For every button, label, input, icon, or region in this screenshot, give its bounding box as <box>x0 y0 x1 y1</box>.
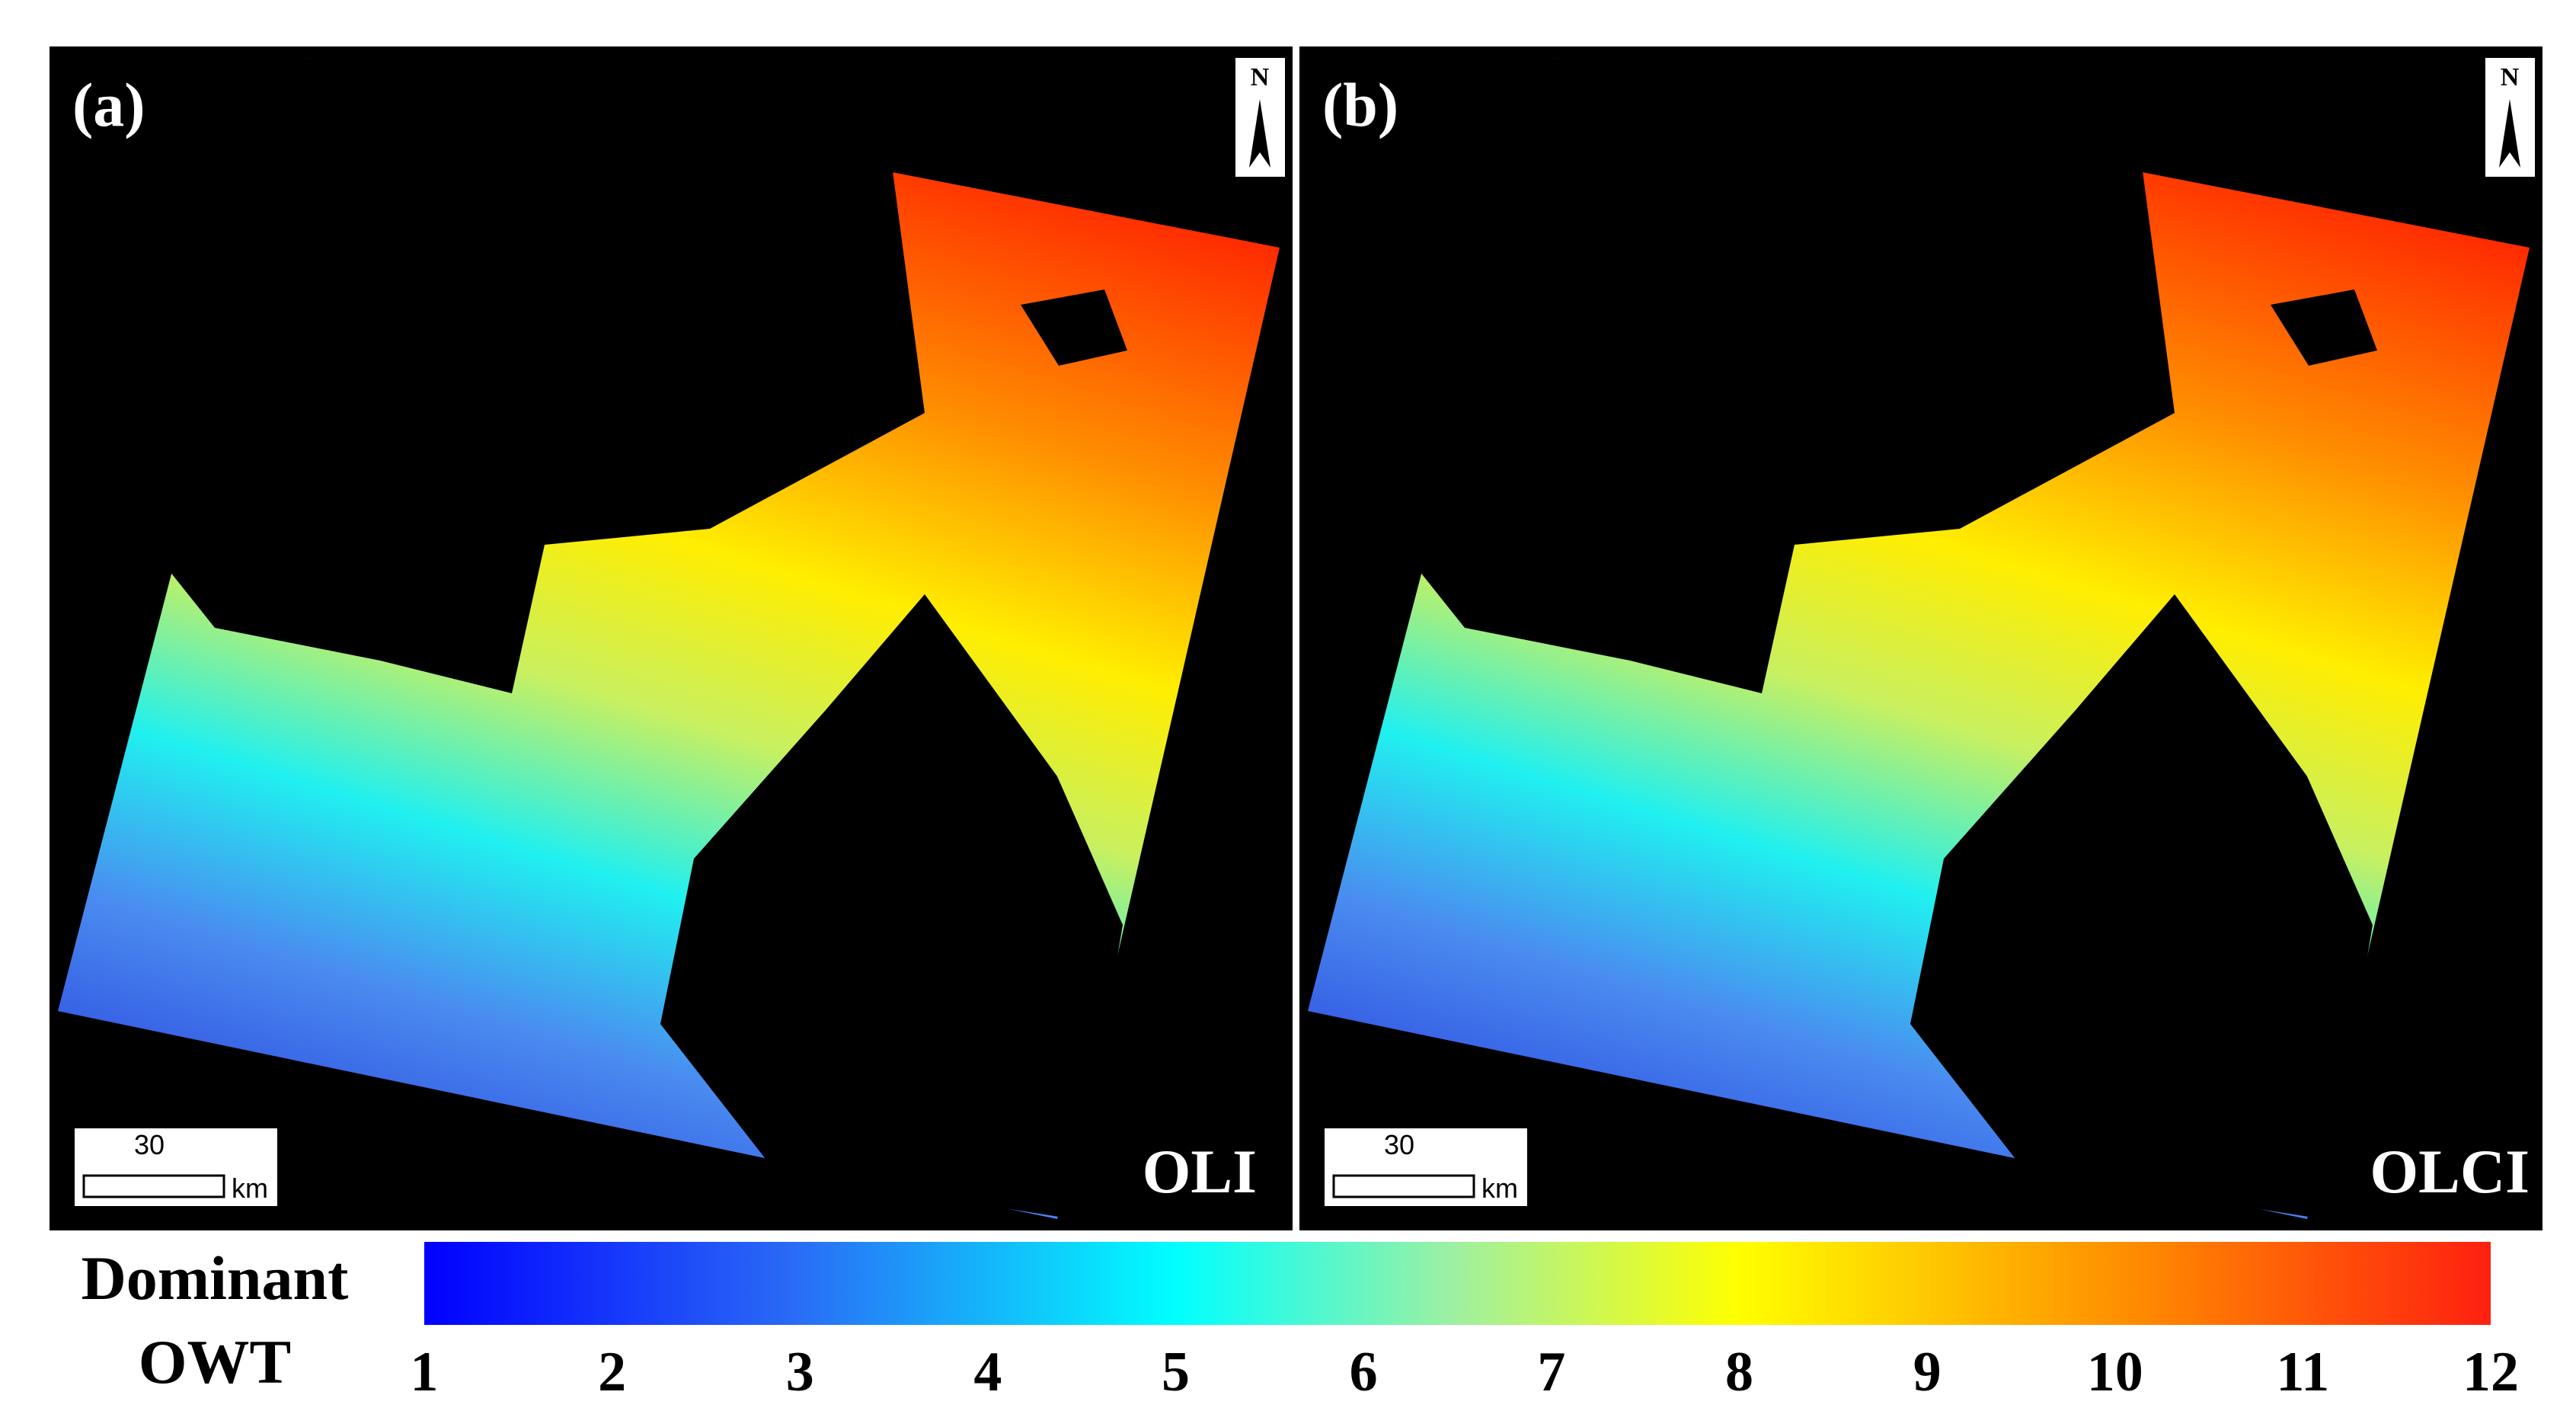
colorbar-tick-label: 6 <box>1350 1341 1378 1403</box>
colorbar-tick-label: 1 <box>411 1341 439 1403</box>
scale-bar-box <box>1325 1128 1527 1206</box>
scale-bar <box>1332 1174 1475 1198</box>
scale-bar <box>82 1174 225 1198</box>
north-arrow <box>1249 99 1270 168</box>
north-arrow <box>2499 99 2520 168</box>
north-label: N <box>2501 63 2520 91</box>
colorbar-tick-label: 12 <box>2463 1341 2519 1403</box>
scale-value: 30 <box>1384 1129 1414 1160</box>
map-image <box>1299 46 2542 1230</box>
colorbar-tick-label: 11 <box>2276 1341 2329 1403</box>
colorbar-tick-label: 7 <box>1537 1341 1565 1403</box>
colorbar-tick-label: 4 <box>973 1341 1002 1403</box>
colorbar-tick-label: 5 <box>1162 1341 1190 1403</box>
colorbar-gradient <box>424 1242 2491 1325</box>
colorbar-title: Dominant <box>81 1243 349 1313</box>
north-label: N <box>1251 63 1270 91</box>
sensor-label: OLCI <box>2370 1137 2530 1206</box>
scale-value: 30 <box>134 1129 165 1160</box>
colorbar: Dominant OWT 1 2 3 4 5 6 7 8 9 10 11 12 <box>81 1242 2519 1403</box>
panel-label: (b) <box>1322 70 1398 139</box>
scale-bar-box <box>75 1128 277 1206</box>
colorbar-title: OWT <box>139 1327 291 1397</box>
colorbar-tick-label: 3 <box>786 1341 814 1403</box>
panel-a: (a) N 30 km OLI <box>50 46 1293 1230</box>
colorbar-tick-label: 10 <box>2087 1341 2143 1403</box>
sensor-label: OLI <box>1143 1137 1257 1206</box>
colorbar-tick-label: 9 <box>1913 1341 1942 1403</box>
scale-unit: km <box>232 1173 268 1204</box>
colorbar-tick-label: 8 <box>1725 1341 1753 1403</box>
panel-b: (b) N 30 km OLCI <box>1299 46 2542 1230</box>
panel-label: (a) <box>72 70 145 139</box>
scale-unit: km <box>1481 1173 1518 1204</box>
colorbar-tick-label: 2 <box>598 1341 626 1403</box>
map-image <box>50 46 1293 1230</box>
